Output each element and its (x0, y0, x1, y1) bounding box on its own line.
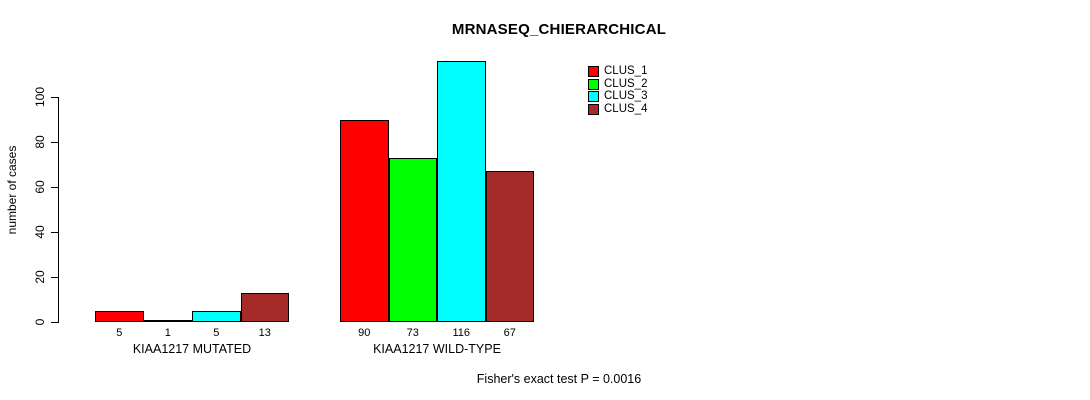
bar-clus_3-group1 (192, 310, 241, 322)
y-axis-label: number of cases (5, 145, 19, 235)
bar-value-label: 5 (116, 327, 123, 339)
legend-swatch-clus_2 (588, 78, 599, 90)
legend-label: CLUS_4 (604, 102, 648, 115)
y-tick-label: 80 (33, 135, 47, 149)
legend-label: CLUS_3 (604, 90, 648, 102)
bar-clus_1-group1 (95, 310, 144, 322)
legend-swatch-clus_1 (588, 66, 599, 77)
y-tick-mark (51, 231, 58, 233)
legend-label: CLUS_1 (604, 65, 648, 77)
bar-clus_1-group2 (340, 119, 389, 322)
y-tick-mark (51, 276, 58, 278)
legend-label: CLUS_2 (604, 77, 648, 90)
y-tick-label: 20 (33, 270, 47, 284)
bar-value-label: 1 (164, 327, 171, 339)
y-tick-label: 40 (33, 225, 47, 239)
x-group-label: KIAA1217 MUTATED (132, 342, 252, 356)
y-tick-mark (51, 321, 58, 323)
y-tick-mark (51, 96, 58, 98)
chart-title: MRNASEQ_CHIERARCHICAL (451, 21, 667, 38)
y-tick-label: 100 (33, 86, 47, 108)
x-group-label: KIAA1217 WILD-TYPE (373, 342, 501, 356)
y-axis-line (58, 97, 59, 323)
bar-clus_4-group1 (240, 292, 289, 322)
bar-value-label: 90 (358, 327, 371, 339)
legend-swatch-clus_4 (588, 103, 599, 115)
bar-value-label: 13 (258, 327, 271, 339)
legend-swatch-clus_3 (588, 91, 599, 102)
bar-value-label: 116 (452, 327, 471, 339)
y-tick-label: 60 (33, 180, 47, 194)
bar-clus_4-group2 (485, 171, 534, 322)
bar-value-label: 5 (213, 327, 220, 339)
bar-value-label: 67 (503, 327, 516, 339)
bar-clus_3-group2 (437, 61, 486, 322)
bar-clus_2-group1 (143, 319, 192, 322)
bar-clus_2-group2 (388, 157, 437, 322)
footer-annotation: Fisher's exact test P = 0.0016 (476, 372, 642, 386)
bar-value-label: 73 (406, 327, 419, 339)
y-tick-mark (51, 186, 58, 188)
y-tick-label: 0 (33, 318, 47, 326)
y-tick-mark (51, 141, 58, 143)
